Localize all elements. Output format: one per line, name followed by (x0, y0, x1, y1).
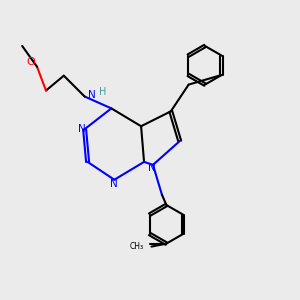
Text: N: N (78, 124, 86, 134)
Text: H: H (99, 87, 106, 97)
Text: N: N (88, 90, 96, 100)
Text: CH₃: CH₃ (130, 242, 144, 251)
Text: N: N (110, 179, 118, 189)
Text: N: N (148, 163, 155, 173)
Text: O: O (27, 57, 35, 67)
